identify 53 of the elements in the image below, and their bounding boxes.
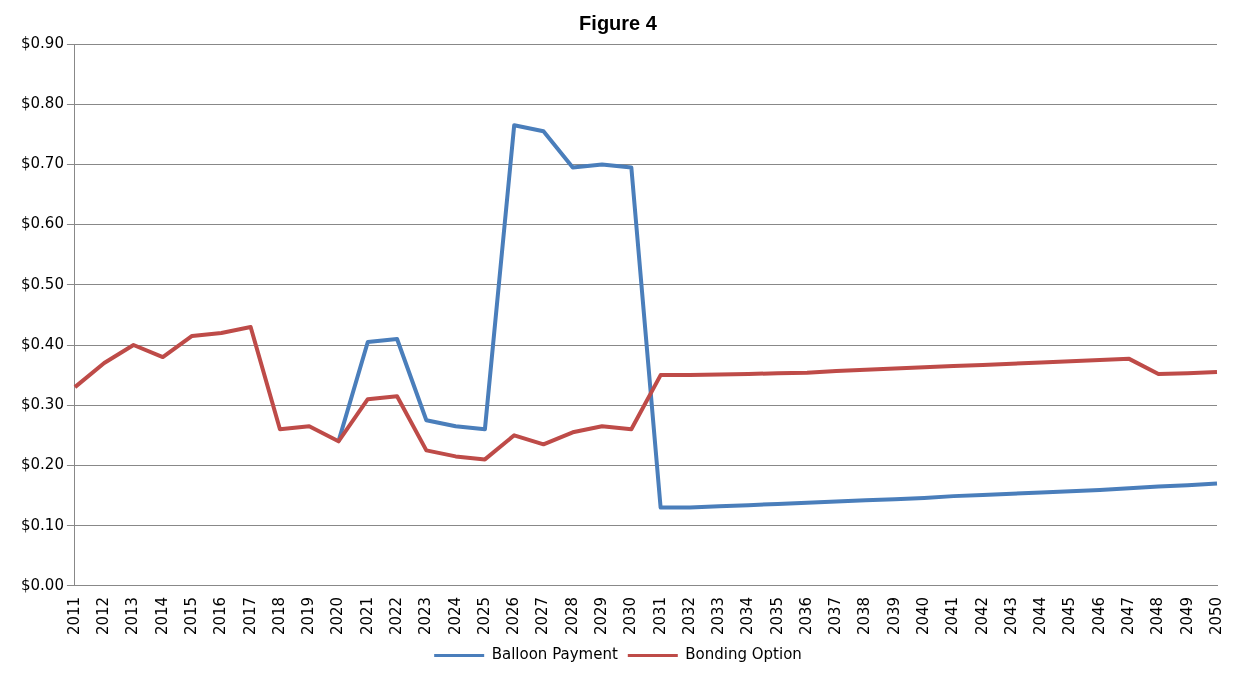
legend-label: Balloon Payment: [491, 645, 618, 664]
x-tick-label: 2028: [562, 596, 581, 636]
y-tick-label: $0.50: [20, 274, 64, 293]
x-tick-label: 2038: [855, 596, 874, 636]
x-tick-label: 2037: [826, 596, 845, 636]
chart-title: Figure 4: [579, 11, 658, 34]
y-tick-label: $0.80: [20, 94, 64, 113]
x-tick-label: 2026: [504, 596, 523, 636]
y-tick-label: $0.30: [20, 395, 64, 414]
y-tick-label: $0.90: [20, 33, 64, 52]
x-tick-label: 2029: [591, 596, 610, 636]
x-tick-label: 2027: [533, 596, 552, 636]
y-tick-label: $0.00: [20, 575, 64, 594]
x-tick-label: 2019: [299, 596, 318, 636]
y-tick-label: $0.60: [20, 214, 64, 233]
x-tick-label: 2013: [123, 596, 142, 636]
x-tick-label: 2015: [181, 596, 200, 636]
x-tick-label: 2050: [1206, 596, 1225, 636]
legend-label: Bonding Option: [685, 645, 802, 664]
x-tick-label: 2035: [767, 596, 786, 636]
x-tick-label: 2044: [1031, 596, 1050, 636]
x-tick-label: 2016: [211, 596, 230, 636]
x-tick-label: 2020: [328, 596, 347, 636]
x-tick-label: 2012: [94, 596, 113, 636]
x-tick-label: 2031: [650, 596, 669, 636]
y-tick-label: $0.70: [20, 154, 64, 173]
x-tick-label: 2048: [1148, 596, 1167, 636]
x-tick-label: 2024: [445, 596, 464, 636]
x-tick-label: 2047: [1119, 596, 1138, 636]
x-tick-label: 2036: [796, 596, 815, 636]
x-tick-label: 2049: [1177, 596, 1196, 636]
x-tick-label: 2018: [269, 596, 288, 636]
x-tick-label: 2025: [474, 596, 493, 636]
x-tick-label: 2023: [416, 596, 435, 636]
y-tick-label: $0.20: [20, 455, 64, 474]
x-tick-label: 2017: [240, 596, 259, 636]
x-tick-label: 2011: [64, 596, 83, 636]
x-tick-label: 2043: [1001, 596, 1020, 636]
x-tick-label: 2045: [1060, 596, 1079, 636]
x-tick-label: 2033: [709, 596, 728, 636]
x-tick-label: 2014: [152, 596, 171, 636]
y-tick-label: $0.40: [20, 334, 64, 353]
x-tick-label: 2021: [357, 596, 376, 636]
x-tick-label: 2032: [679, 596, 698, 636]
x-tick-label: 2046: [1089, 596, 1108, 636]
x-tick-label: 2030: [621, 596, 640, 636]
x-tick-label: 2041: [943, 596, 962, 636]
x-tick-label: 2039: [884, 596, 903, 636]
x-tick-label: 2042: [972, 596, 991, 636]
x-tick-label: 2022: [386, 596, 405, 636]
x-tick-label: 2040: [914, 596, 933, 636]
y-tick-label: $0.10: [20, 515, 64, 534]
x-tick-label: 2034: [738, 596, 757, 636]
